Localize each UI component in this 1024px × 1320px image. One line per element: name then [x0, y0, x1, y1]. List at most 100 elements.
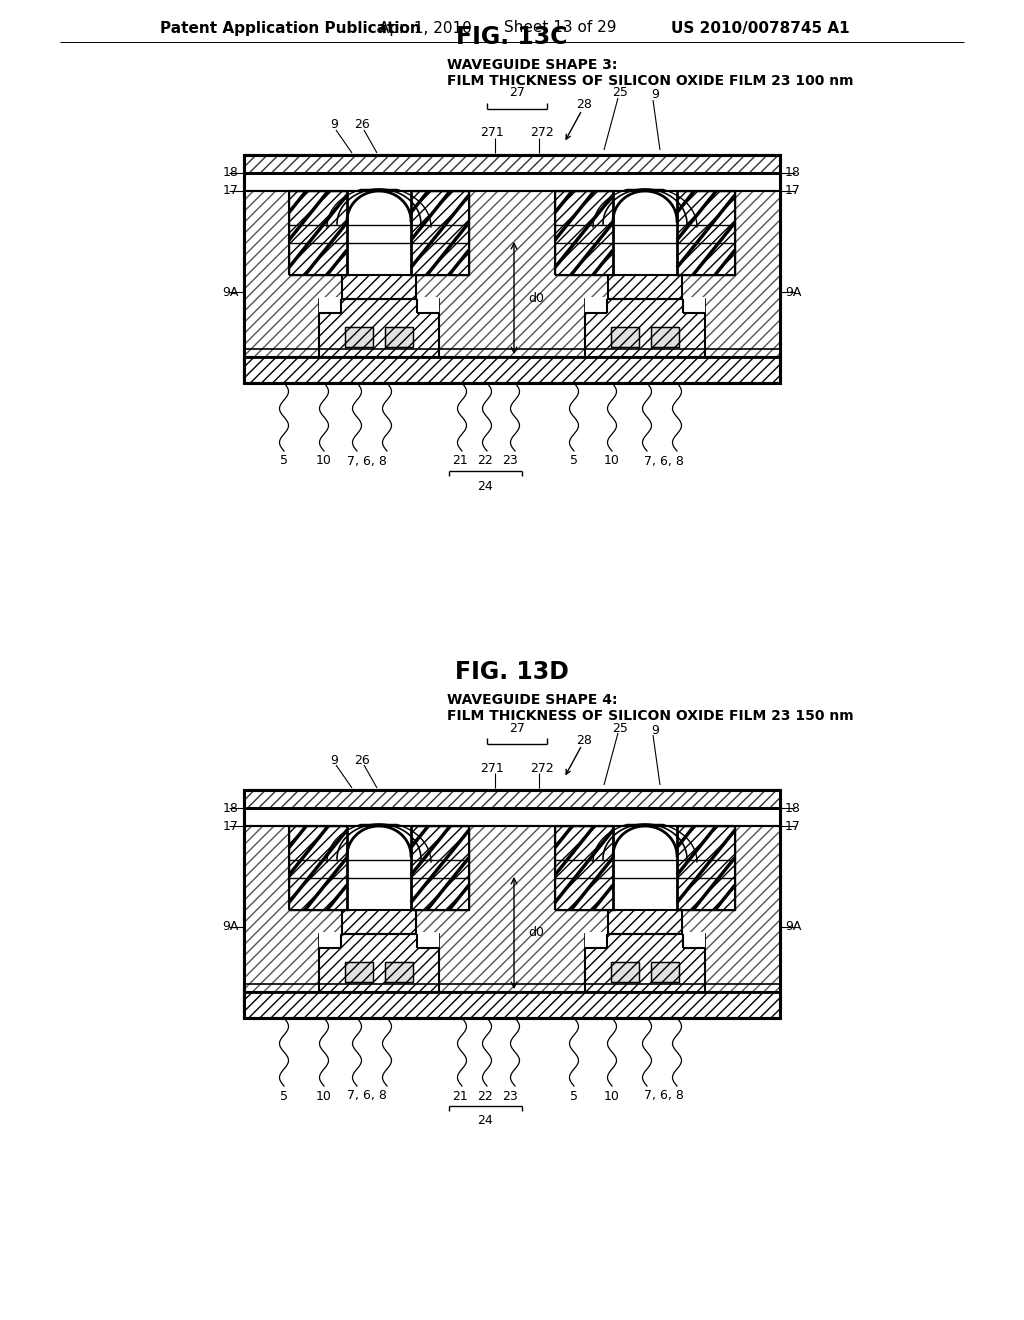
Text: 18: 18: [785, 166, 801, 180]
Bar: [244, 154, 780, 191]
Text: 9: 9: [330, 119, 338, 132]
Bar: [289, 826, 349, 909]
Bar: [289, 191, 349, 275]
Text: 9A: 9A: [785, 920, 802, 933]
Bar: [613, 826, 677, 909]
Text: 5: 5: [570, 1089, 578, 1102]
Text: 7, 6, 8: 7, 6, 8: [644, 454, 684, 467]
Bar: [409, 826, 469, 909]
Bar: [319, 932, 341, 948]
Bar: [585, 932, 607, 948]
Bar: [244, 808, 780, 826]
Bar: [347, 826, 411, 909]
Text: 10: 10: [316, 1089, 332, 1102]
Bar: [555, 191, 615, 275]
Text: 5: 5: [280, 1089, 288, 1102]
Bar: [319, 297, 341, 313]
Text: WAVEGUIDE SHAPE 4:: WAVEGUIDE SHAPE 4:: [447, 693, 617, 708]
Bar: [244, 356, 780, 383]
Text: 5: 5: [570, 454, 578, 467]
Text: 9: 9: [330, 754, 338, 767]
Bar: [683, 297, 705, 313]
Text: US 2010/0078745 A1: US 2010/0078745 A1: [671, 21, 849, 36]
Text: 10: 10: [604, 1089, 620, 1102]
Text: 7, 6, 8: 7, 6, 8: [644, 1089, 684, 1102]
Bar: [585, 935, 705, 993]
Bar: [385, 962, 413, 982]
Text: 27: 27: [509, 87, 525, 99]
Text: 271: 271: [480, 762, 504, 775]
Bar: [555, 826, 615, 909]
Text: 10: 10: [604, 454, 620, 467]
Text: 28: 28: [577, 99, 592, 111]
Text: FILM THICKNESS OF SILICON OXIDE FILM 23 100 nm: FILM THICKNESS OF SILICON OXIDE FILM 23 …: [447, 74, 853, 88]
Text: 23: 23: [502, 454, 518, 467]
Text: d0: d0: [528, 292, 544, 305]
Text: 25: 25: [612, 722, 628, 734]
Text: Sheet 13 of 29: Sheet 13 of 29: [504, 21, 616, 36]
Text: 18: 18: [223, 166, 239, 180]
Bar: [342, 909, 416, 935]
Bar: [608, 275, 682, 300]
Bar: [417, 297, 439, 313]
Text: d0: d0: [528, 927, 544, 940]
Bar: [244, 789, 780, 826]
Bar: [345, 327, 373, 347]
Bar: [651, 962, 679, 982]
Bar: [319, 935, 439, 993]
Text: 27: 27: [509, 722, 525, 734]
Bar: [385, 327, 413, 347]
Bar: [244, 993, 780, 1018]
Text: FIG. 13C: FIG. 13C: [457, 25, 567, 49]
Text: WAVEGUIDE SHAPE 3:: WAVEGUIDE SHAPE 3:: [447, 58, 617, 73]
Text: 26: 26: [354, 119, 370, 132]
Bar: [675, 191, 735, 275]
Text: 272: 272: [530, 127, 554, 140]
Text: 9A: 9A: [222, 285, 239, 298]
Bar: [651, 327, 679, 347]
Text: 28: 28: [577, 734, 592, 747]
Text: 18: 18: [223, 801, 239, 814]
Bar: [611, 962, 639, 982]
Bar: [611, 327, 639, 347]
Bar: [319, 300, 439, 356]
Text: 9: 9: [651, 88, 658, 102]
Text: 21: 21: [453, 454, 468, 467]
Text: 9A: 9A: [785, 285, 802, 298]
Text: 25: 25: [612, 87, 628, 99]
Bar: [244, 154, 780, 383]
Bar: [675, 826, 735, 909]
Text: 10: 10: [316, 454, 332, 467]
Text: 5: 5: [280, 454, 288, 467]
Text: FIG. 13D: FIG. 13D: [455, 660, 569, 684]
Bar: [683, 932, 705, 948]
Text: 17: 17: [223, 820, 239, 833]
Text: 22: 22: [477, 454, 493, 467]
Bar: [244, 789, 780, 1018]
Text: 17: 17: [785, 820, 801, 833]
Bar: [345, 962, 373, 982]
Text: 24: 24: [477, 1114, 494, 1127]
Bar: [613, 191, 677, 275]
Text: 17: 17: [785, 185, 801, 198]
Text: 23: 23: [502, 1089, 518, 1102]
Bar: [244, 173, 780, 191]
Bar: [585, 297, 607, 313]
Text: 7, 6, 8: 7, 6, 8: [347, 1089, 387, 1102]
Text: 22: 22: [477, 1089, 493, 1102]
Text: 21: 21: [453, 1089, 468, 1102]
Text: 7, 6, 8: 7, 6, 8: [347, 454, 387, 467]
Bar: [608, 909, 682, 935]
Text: 26: 26: [354, 754, 370, 767]
Text: 9A: 9A: [222, 920, 239, 933]
Text: 9: 9: [651, 723, 658, 737]
Bar: [409, 191, 469, 275]
Bar: [342, 275, 416, 300]
Text: FILM THICKNESS OF SILICON OXIDE FILM 23 150 nm: FILM THICKNESS OF SILICON OXIDE FILM 23 …: [447, 709, 854, 723]
Bar: [417, 932, 439, 948]
Text: Patent Application Publication: Patent Application Publication: [160, 21, 421, 36]
Bar: [244, 789, 780, 1018]
Text: Apr. 1, 2010: Apr. 1, 2010: [379, 21, 471, 36]
Text: 18: 18: [785, 801, 801, 814]
Text: 17: 17: [223, 185, 239, 198]
